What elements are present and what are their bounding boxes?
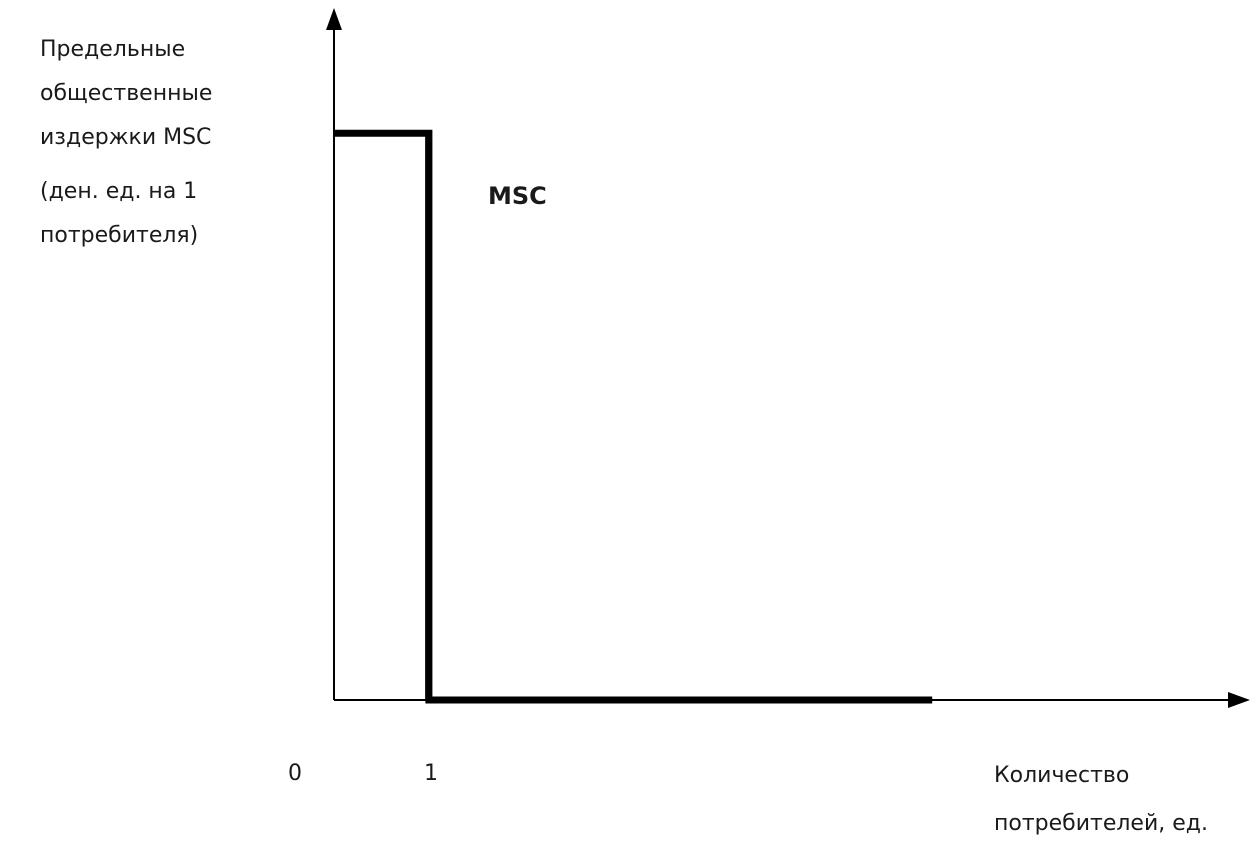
x-axis-arrow bbox=[1228, 692, 1250, 708]
msc-series-line bbox=[334, 129, 933, 704]
y-axis-label-line: издержки MSC bbox=[40, 125, 212, 150]
y-axis-label-line: (ден. ед. на 1 bbox=[40, 179, 198, 204]
y-axis-label-line: Предельные bbox=[40, 37, 186, 62]
x-tick-label-1: 1 bbox=[424, 761, 438, 786]
y-axis-label: Предельные общественные издержки MSC (де… bbox=[40, 28, 270, 280]
x-axis-label: Количество потребителей, ед. bbox=[994, 752, 1260, 848]
y-axis-arrow bbox=[326, 8, 342, 30]
msc-series-label: MSC bbox=[488, 182, 547, 210]
x-axis-label-line: Количество bbox=[994, 763, 1130, 788]
x-axis-label-line: потребителей, ед. bbox=[994, 811, 1208, 836]
y-axis-label-line: общественные bbox=[40, 81, 213, 106]
y-axis-label-line: потребителя) bbox=[40, 223, 199, 248]
x-tick-label-0: 0 bbox=[288, 761, 302, 786]
